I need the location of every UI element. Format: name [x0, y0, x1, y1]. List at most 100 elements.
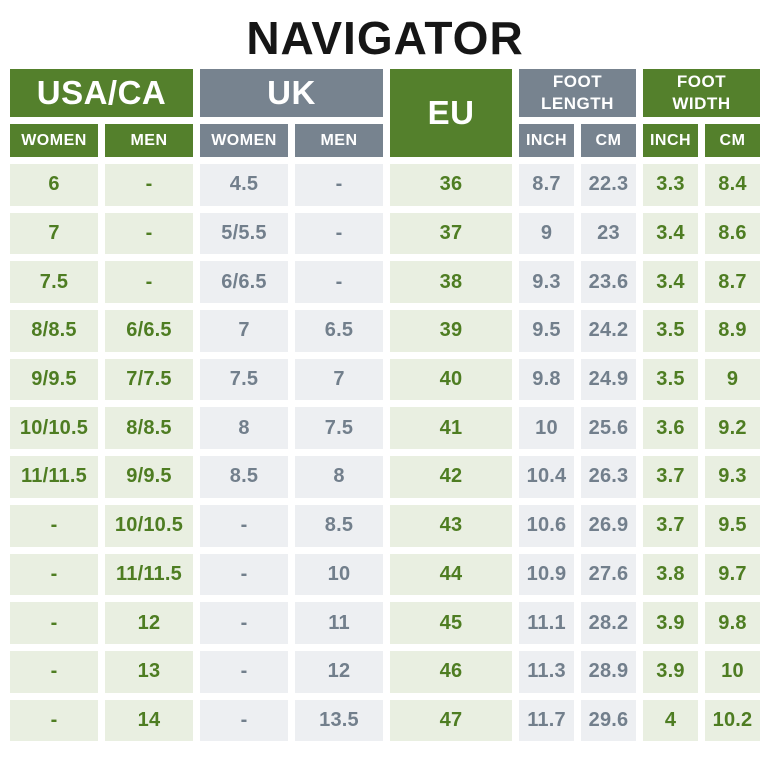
- size-cell: -: [105, 261, 193, 304]
- size-cell: 10/10.5: [10, 407, 98, 450]
- size-cell: 8.7: [705, 261, 760, 304]
- size-cell: -: [105, 212, 193, 255]
- size-cell: 13: [105, 650, 193, 693]
- size-cell: 8/8.5: [10, 310, 98, 352]
- size-cell: 11/11.5: [105, 553, 193, 596]
- size-cell: 7.5: [10, 261, 98, 304]
- column-group-foot-width-label: FOOT WIDTH: [672, 71, 731, 113]
- size-cell: 42: [390, 456, 512, 498]
- size-cell: -: [200, 504, 288, 547]
- size-cell: -: [200, 553, 288, 596]
- size-cell: 8.5: [200, 456, 288, 498]
- size-cell: 9.8: [519, 358, 574, 401]
- size-cell: 24.9: [581, 358, 636, 401]
- size-cell: 7/7.5: [105, 358, 193, 401]
- size-cell: 29.6: [581, 699, 636, 742]
- size-cell: 9/9.5: [105, 456, 193, 498]
- subheader-width-cm: CM: [705, 124, 760, 157]
- size-cell: 10.6: [519, 504, 574, 547]
- size-cell: 3.5: [643, 358, 698, 401]
- size-cell: 11.3: [519, 650, 574, 693]
- size-cell: 9.3: [519, 261, 574, 304]
- size-cell: 3.5: [643, 310, 698, 352]
- size-cell: 39: [390, 310, 512, 352]
- size-cell: 6: [10, 164, 98, 206]
- size-cell: 7: [295, 358, 383, 401]
- size-cell: 23: [581, 212, 636, 255]
- size-cell: 11.7: [519, 699, 574, 742]
- size-cell: 25.6: [581, 407, 636, 450]
- size-cell: 46: [390, 650, 512, 693]
- size-cell: 7: [10, 212, 98, 255]
- size-cell: 38: [390, 261, 512, 304]
- size-cell: 8.9: [705, 310, 760, 352]
- size-table: USA/CA UK EU FOOT LENGTH FOOT WIDTH WOME…: [0, 69, 770, 742]
- size-cell: 3.9: [643, 650, 698, 693]
- subheader-width-inch: INCH: [643, 124, 698, 157]
- size-cell: 37: [390, 212, 512, 255]
- size-cell: 40: [390, 358, 512, 401]
- size-cell: 4.5: [200, 164, 288, 206]
- size-cell: 3.4: [643, 261, 698, 304]
- size-cell: 10: [519, 407, 574, 450]
- size-cell: 8: [295, 456, 383, 498]
- size-cell: 47: [390, 699, 512, 742]
- size-cell: 12: [295, 650, 383, 693]
- size-cell: 8.4: [705, 164, 760, 206]
- size-cell: 6/6.5: [105, 310, 193, 352]
- column-group-usa-ca: USA/CA: [10, 69, 193, 117]
- size-cell: 9.8: [705, 602, 760, 644]
- size-cell: 3.3: [643, 164, 698, 206]
- size-cell: 10.4: [519, 456, 574, 498]
- size-cell: 36: [390, 164, 512, 206]
- size-cell: 9.5: [705, 504, 760, 547]
- size-cell: 10: [295, 553, 383, 596]
- size-cell: 9.7: [705, 553, 760, 596]
- size-cell: -: [200, 650, 288, 693]
- column-group-eu: EU: [390, 69, 512, 157]
- size-cell: 3.4: [643, 212, 698, 255]
- size-cell: 14: [105, 699, 193, 742]
- size-cell: 4: [643, 699, 698, 742]
- subheader-uk-men: MEN: [295, 124, 383, 157]
- size-cell: 11.1: [519, 602, 574, 644]
- size-cell: 11: [295, 602, 383, 644]
- size-cell: 10.2: [705, 699, 760, 742]
- size-cell: 26.3: [581, 456, 636, 498]
- subheader-uk-women: WOMEN: [200, 124, 288, 157]
- column-group-foot-width: FOOT WIDTH: [643, 69, 760, 117]
- size-cell: 9: [705, 358, 760, 401]
- size-cell: 3.7: [643, 504, 698, 547]
- size-cell: -: [295, 212, 383, 255]
- size-cell: 9.5: [519, 310, 574, 352]
- column-group-uk: UK: [200, 69, 383, 117]
- size-cell: 8: [200, 407, 288, 450]
- size-cell: 12: [105, 602, 193, 644]
- size-cell: 23.6: [581, 261, 636, 304]
- size-cell: 26.9: [581, 504, 636, 547]
- size-cell: -: [10, 504, 98, 547]
- size-cell: -: [10, 553, 98, 596]
- size-cell: 8.7: [519, 164, 574, 206]
- size-cell: -: [200, 602, 288, 644]
- size-cell: 9.2: [705, 407, 760, 450]
- chart-title: NAVIGATOR: [246, 12, 524, 64]
- size-cell: 8/8.5: [105, 407, 193, 450]
- size-cell: -: [200, 699, 288, 742]
- size-cell: -: [10, 602, 98, 644]
- size-cell: -: [295, 164, 383, 206]
- size-cell: 5/5.5: [200, 212, 288, 255]
- size-cell: 9: [519, 212, 574, 255]
- size-cell: 7.5: [295, 407, 383, 450]
- size-cell: 11/11.5: [10, 456, 98, 498]
- subheader-length-cm: CM: [581, 124, 636, 157]
- size-cell: 3.6: [643, 407, 698, 450]
- size-cell: 6/6.5: [200, 261, 288, 304]
- size-cell: 3.7: [643, 456, 698, 498]
- size-cell: 6.5: [295, 310, 383, 352]
- size-cell: 28.2: [581, 602, 636, 644]
- subheader-length-inch: INCH: [519, 124, 574, 157]
- size-cell: 44: [390, 553, 512, 596]
- size-cell: 3.8: [643, 553, 698, 596]
- size-cell: 8.5: [295, 504, 383, 547]
